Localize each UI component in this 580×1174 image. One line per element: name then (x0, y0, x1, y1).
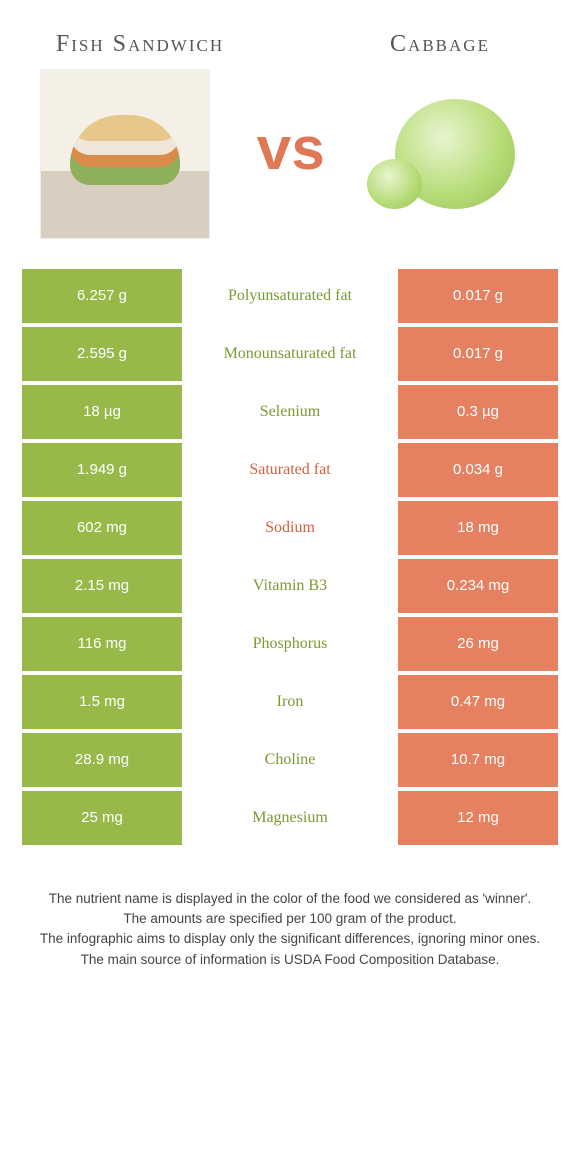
vs-label: vs (256, 120, 324, 188)
nutrient-name: Selenium (182, 385, 398, 439)
nutrient-name: Monounsaturated fat (182, 327, 398, 381)
right-food-title: Cabbage (340, 30, 540, 59)
nutrient-name: Choline (182, 733, 398, 787)
right-value: 18 mg (398, 501, 558, 555)
left-value: 116 mg (22, 617, 182, 671)
right-value: 0.234 mg (398, 559, 558, 613)
nutrient-row: 1.5 mgIron0.47 mg (22, 675, 558, 729)
nutrient-name: Magnesium (182, 791, 398, 845)
images-row: vs (0, 69, 580, 269)
left-value: 2.15 mg (22, 559, 182, 613)
nutrient-row: 2.595 gMonounsaturated fat0.017 g (22, 327, 558, 381)
right-value: 12 mg (398, 791, 558, 845)
right-value: 0.017 g (398, 327, 558, 381)
nutrient-name: Vitamin B3 (182, 559, 398, 613)
nutrient-row: 1.949 gSaturated fat0.034 g (22, 443, 558, 497)
footer-notes: The nutrient name is displayed in the co… (0, 849, 580, 970)
nutrient-row: 602 mgSodium18 mg (22, 501, 558, 555)
right-value: 0.034 g (398, 443, 558, 497)
footer-line: The nutrient name is displayed in the co… (30, 889, 550, 909)
nutrient-row: 116 mgPhosphorus26 mg (22, 617, 558, 671)
footer-line: The amounts are specified per 100 gram o… (30, 909, 550, 929)
nutrient-row: 2.15 mgVitamin B30.234 mg (22, 559, 558, 613)
nutrient-name: Iron (182, 675, 398, 729)
footer-line: The infographic aims to display only the… (30, 929, 550, 949)
right-value: 0.3 µg (398, 385, 558, 439)
nutrient-row: 25 mgMagnesium12 mg (22, 791, 558, 845)
right-value: 10.7 mg (398, 733, 558, 787)
nutrient-row: 18 µgSelenium0.3 µg (22, 385, 558, 439)
nutrient-row: 6.257 gPolyunsaturated fat0.017 g (22, 269, 558, 323)
fish-sandwich-image (40, 69, 210, 239)
nutrient-name: Phosphorus (182, 617, 398, 671)
nutrient-row: 28.9 mgCholine10.7 mg (22, 733, 558, 787)
nutrient-table: 6.257 gPolyunsaturated fat0.017 g2.595 g… (0, 269, 580, 845)
header: Fish Sandwich Cabbage (0, 0, 580, 69)
nutrient-name: Saturated fat (182, 443, 398, 497)
left-value: 1.5 mg (22, 675, 182, 729)
left-value: 6.257 g (22, 269, 182, 323)
left-value: 2.595 g (22, 327, 182, 381)
left-value: 28.9 mg (22, 733, 182, 787)
footer-line: The main source of information is USDA F… (30, 950, 550, 970)
left-value: 1.949 g (22, 443, 182, 497)
left-food-title: Fish Sandwich (40, 30, 240, 59)
left-value: 25 mg (22, 791, 182, 845)
nutrient-name: Polyunsaturated fat (182, 269, 398, 323)
cabbage-image (370, 69, 540, 239)
right-value: 0.017 g (398, 269, 558, 323)
left-value: 18 µg (22, 385, 182, 439)
nutrient-name: Sodium (182, 501, 398, 555)
right-value: 0.47 mg (398, 675, 558, 729)
right-value: 26 mg (398, 617, 558, 671)
left-value: 602 mg (22, 501, 182, 555)
